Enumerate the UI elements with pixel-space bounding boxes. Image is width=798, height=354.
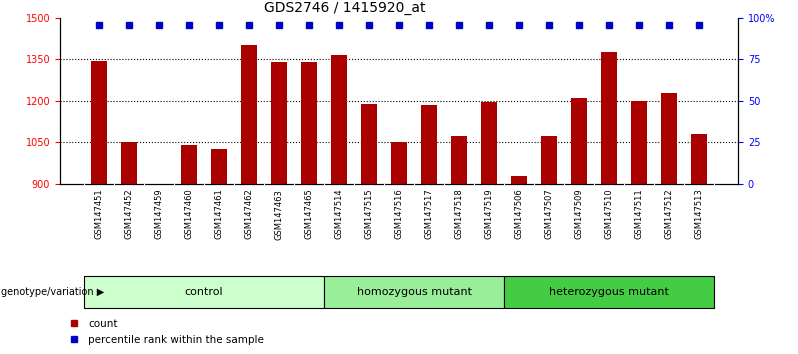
Bar <box>630 101 647 184</box>
Bar <box>120 143 137 184</box>
Bar <box>511 176 527 184</box>
Text: GSM147511: GSM147511 <box>634 189 643 239</box>
Bar <box>661 93 678 184</box>
Text: GSM147515: GSM147515 <box>365 189 373 239</box>
Text: GSM147452: GSM147452 <box>124 189 133 239</box>
Bar <box>330 55 347 184</box>
Text: control: control <box>184 287 223 297</box>
Bar <box>180 145 197 184</box>
Text: GSM147460: GSM147460 <box>184 189 193 239</box>
Bar <box>84 276 324 308</box>
Legend: count, percentile rank within the sample: count, percentile rank within the sample <box>65 315 268 349</box>
Text: GSM147451: GSM147451 <box>94 189 104 239</box>
Bar <box>691 134 707 184</box>
Text: GSM147514: GSM147514 <box>334 189 343 239</box>
Text: GSM147517: GSM147517 <box>425 189 433 239</box>
Text: GSM147459: GSM147459 <box>155 189 164 239</box>
Bar <box>271 62 287 184</box>
Bar <box>421 105 437 184</box>
Text: GSM147509: GSM147509 <box>575 189 583 239</box>
Text: GSM147463: GSM147463 <box>275 189 283 240</box>
Text: homozygous mutant: homozygous mutant <box>357 287 472 297</box>
Text: GSM147507: GSM147507 <box>544 189 554 239</box>
Text: GSM147462: GSM147462 <box>244 189 254 239</box>
Bar <box>541 136 557 184</box>
Bar <box>601 52 618 184</box>
Text: GSM147519: GSM147519 <box>484 189 493 239</box>
Bar <box>301 62 318 184</box>
Bar <box>451 136 468 184</box>
Text: GSM147465: GSM147465 <box>305 189 314 239</box>
Title: GDS2746 / 1415920_at: GDS2746 / 1415920_at <box>264 1 425 15</box>
Text: GSM147516: GSM147516 <box>394 189 404 239</box>
Text: GSM147518: GSM147518 <box>455 189 464 239</box>
Bar <box>324 276 504 308</box>
Bar <box>504 276 714 308</box>
Bar <box>571 98 587 184</box>
Bar <box>391 143 407 184</box>
Text: GSM147461: GSM147461 <box>215 189 223 239</box>
Bar <box>361 104 377 184</box>
Text: GSM147512: GSM147512 <box>665 189 674 239</box>
Text: GSM147506: GSM147506 <box>515 189 523 239</box>
Text: GSM147513: GSM147513 <box>694 189 704 239</box>
Bar <box>211 149 227 184</box>
Text: GSM147510: GSM147510 <box>605 189 614 239</box>
Bar <box>241 45 257 184</box>
Bar <box>480 102 497 184</box>
Bar <box>91 61 107 184</box>
Text: heterozygous mutant: heterozygous mutant <box>549 287 669 297</box>
Text: genotype/variation ▶: genotype/variation ▶ <box>1 287 104 297</box>
